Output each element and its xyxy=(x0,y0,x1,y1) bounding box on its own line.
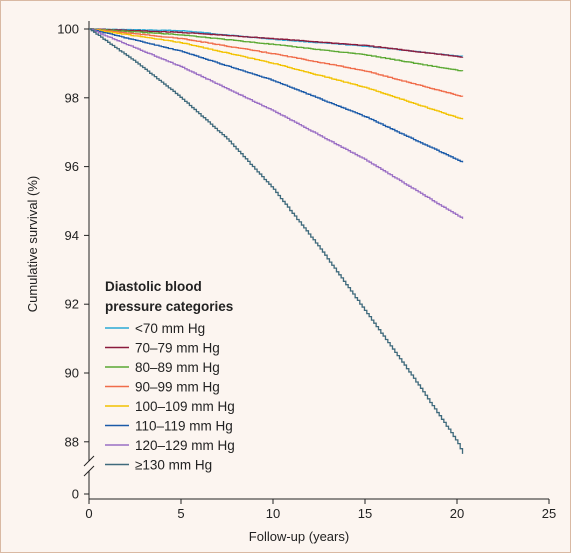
x-tick-label: 10 xyxy=(266,506,280,521)
series-line xyxy=(89,28,464,454)
chart-axes: 0 88 90 92 94 96 98 100 0 5 10 15 20 25 Follow-up (yea… xyxy=(25,21,556,544)
legend-label: 80–89 mm Hg xyxy=(135,360,220,375)
x-tick-label: 0 xyxy=(85,506,92,521)
axis-break-mark xyxy=(83,465,95,477)
y-tick-label: 90 xyxy=(65,366,79,381)
legend-label: <70 mm Hg xyxy=(135,321,205,336)
legend-label: 100–109 mm Hg xyxy=(135,399,235,414)
legend-title: pressure categories xyxy=(105,299,233,314)
y-axis-title: Cumulative survival (%) xyxy=(25,176,40,313)
series-line xyxy=(89,28,464,58)
legend-label: 90–99 mm Hg xyxy=(135,380,220,395)
y-tick-label: 92 xyxy=(65,297,79,312)
series-line xyxy=(89,28,464,72)
series-line xyxy=(89,28,464,120)
legend-label: ≥130 mm Hg xyxy=(135,458,212,473)
y-tick-label: 88 xyxy=(65,434,79,449)
legend-title: Diastolic blood xyxy=(105,279,202,294)
legend-label: 120–129 mm Hg xyxy=(135,438,235,453)
series-line xyxy=(89,28,464,97)
legend: Diastolic blood pressure categories <70 mm… xyxy=(105,279,235,473)
x-tick-label: 15 xyxy=(358,506,372,521)
x-tick-label: 20 xyxy=(450,506,464,521)
legend-label: 70–79 mm Hg xyxy=(135,341,220,356)
series-line xyxy=(89,28,464,163)
series-line xyxy=(89,28,464,219)
y-tick-label: 100 xyxy=(57,22,79,37)
axis-break-mark xyxy=(83,455,95,467)
y-tick-label: 94 xyxy=(65,228,79,243)
series-layer xyxy=(89,28,464,454)
legend-label: 110–119 mm Hg xyxy=(135,419,233,434)
x-axis-title: Follow-up (years) xyxy=(249,529,349,544)
y-tick-label: 98 xyxy=(65,90,79,105)
x-tick-label: 5 xyxy=(177,506,184,521)
x-tick-label: 25 xyxy=(542,506,556,521)
y-tick-label: 0 xyxy=(72,487,79,502)
y-tick-label: 96 xyxy=(65,159,79,174)
